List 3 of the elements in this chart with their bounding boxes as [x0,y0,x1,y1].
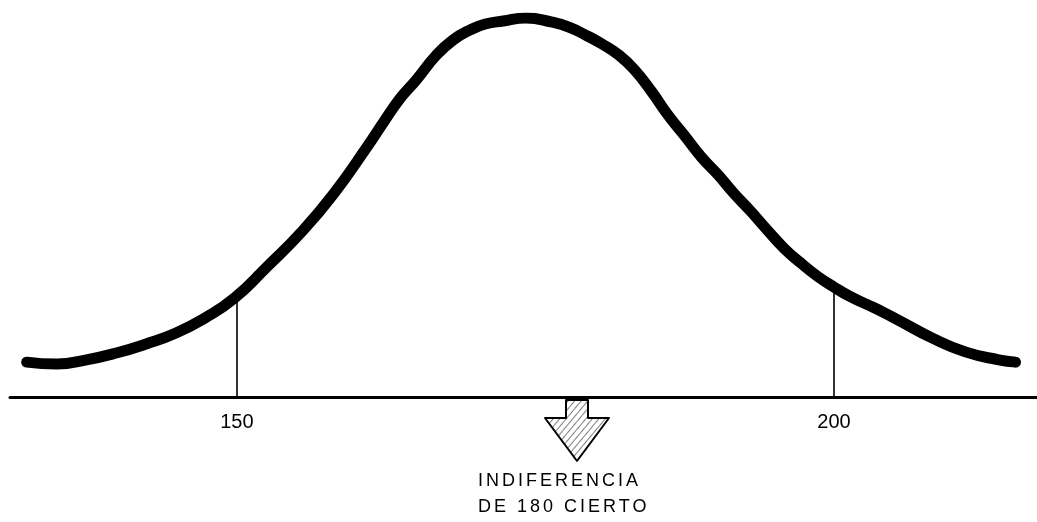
x-tick-label: 200 [817,410,851,432]
text: INDIFERENCIA DE 180 CIERTO [478,469,650,518]
x-tick-label: 150 [220,410,254,432]
